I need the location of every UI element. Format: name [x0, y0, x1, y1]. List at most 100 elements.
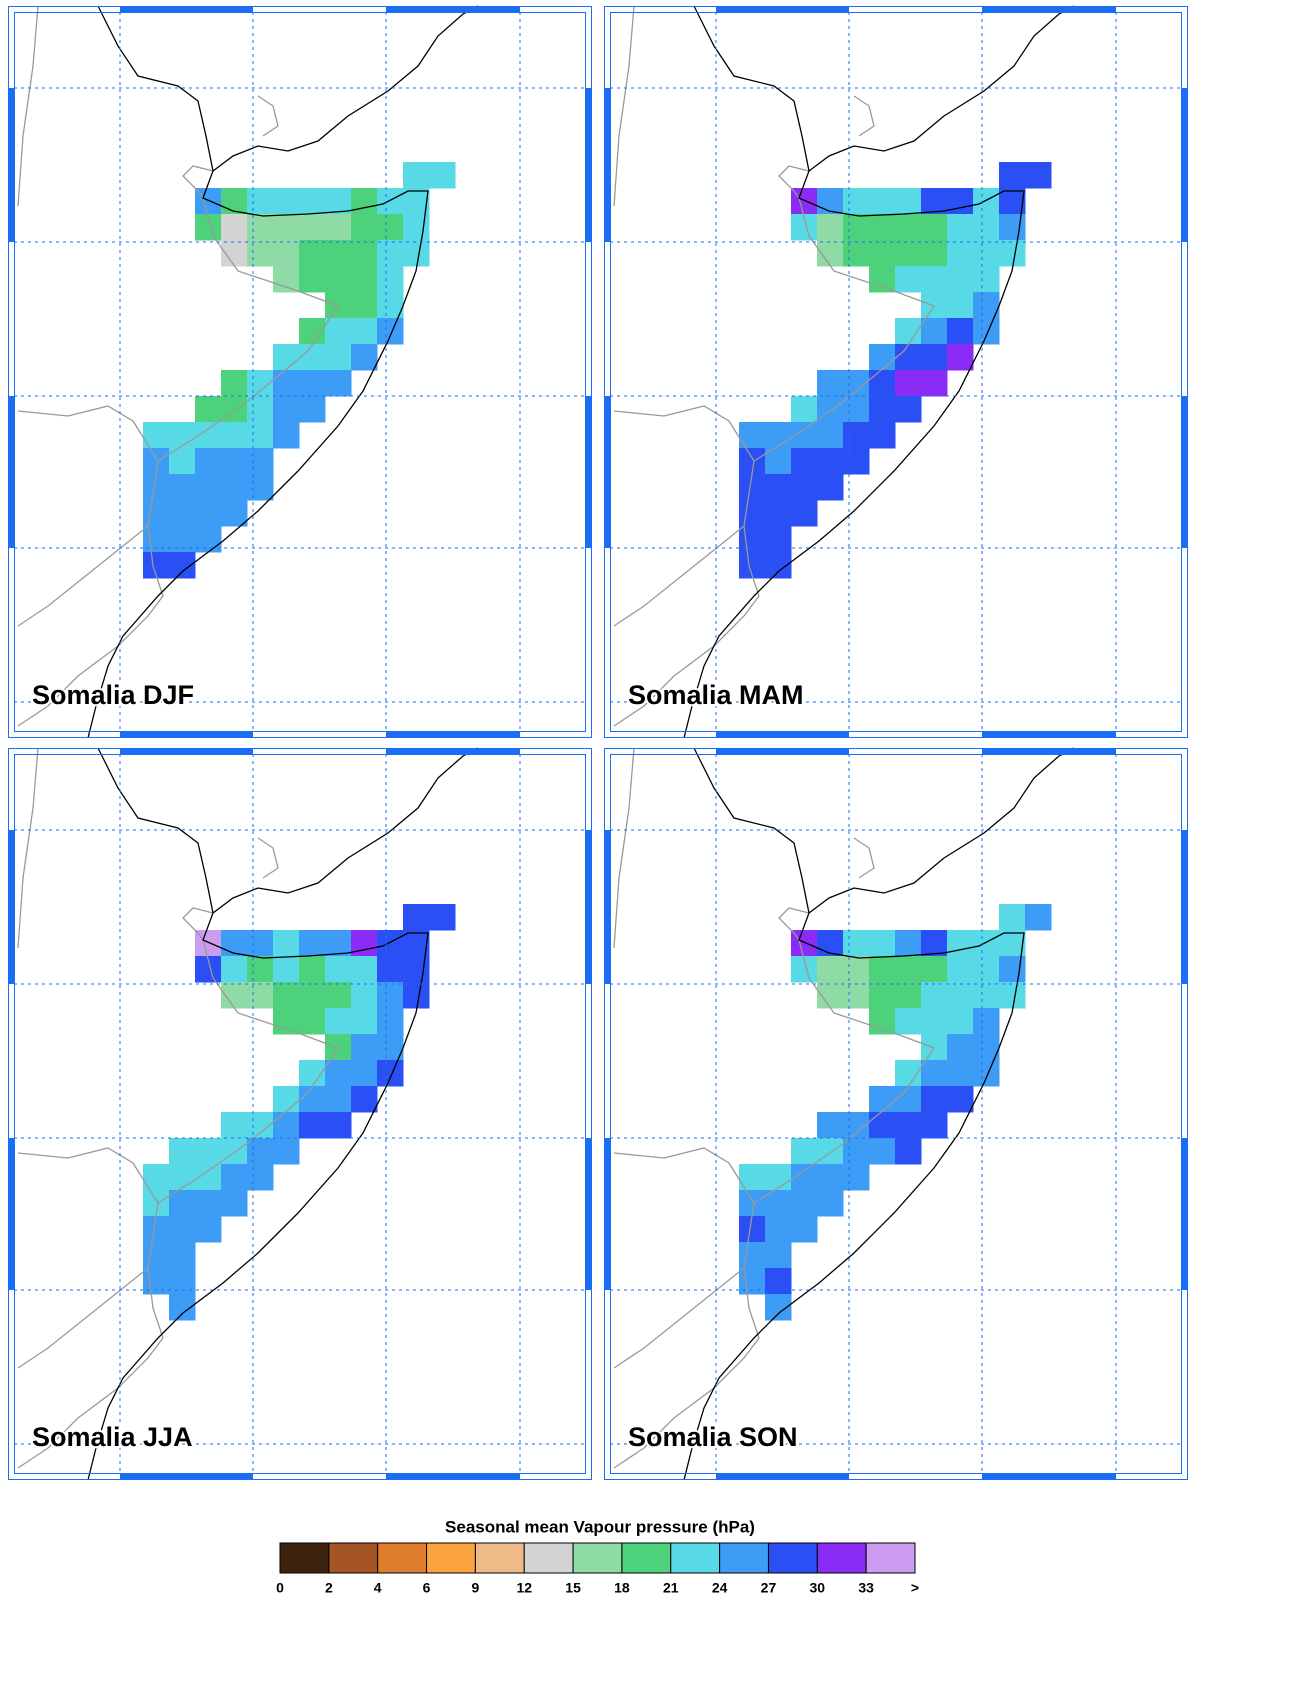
grid-cell [325, 188, 352, 215]
grid-cell [221, 956, 248, 983]
grid-cell [1025, 904, 1052, 931]
colorbar-label: > [911, 1580, 919, 1596]
country-border [182, 907, 214, 941]
frame-bar [982, 6, 1116, 12]
grid-cell [817, 1112, 844, 1139]
colorbar-label: 33 [858, 1580, 874, 1596]
frame-bar [716, 748, 849, 754]
colorbar-box [279, 1542, 330, 1574]
frame-bar [8, 88, 14, 242]
grid-cell [817, 474, 844, 501]
grid-cell [921, 266, 948, 293]
grid-cell [169, 1190, 196, 1217]
grid-cell [843, 1164, 870, 1191]
country-border [17, 1387, 119, 1469]
grid-cell [325, 930, 352, 957]
colorbar-label: 15 [565, 1580, 581, 1596]
grid-cell [377, 188, 404, 215]
grid-cell [921, 344, 948, 371]
grid-cell [247, 982, 274, 1009]
frame-bar [586, 396, 592, 548]
grid-cell [403, 982, 430, 1009]
grid-cell [973, 318, 1000, 345]
coastline [808, 5, 1075, 172]
colorbar-box [670, 1542, 721, 1574]
grid-cell [973, 1008, 1000, 1035]
country-border [17, 1267, 149, 1369]
grid-cell [221, 448, 248, 475]
grid-cell [791, 1190, 818, 1217]
country-border [182, 165, 214, 199]
grid-cell [169, 422, 196, 449]
grid-cell [895, 1112, 922, 1139]
grid-cell [221, 1190, 248, 1217]
grid-cell [895, 1138, 922, 1165]
country-border [613, 1387, 715, 1469]
grid-cell [325, 1060, 352, 1087]
grid-cell [299, 344, 326, 371]
grid-cell [403, 214, 430, 241]
grid-cell [195, 448, 222, 475]
grid-cell [739, 474, 766, 501]
frame-bar [586, 1138, 592, 1290]
grid-cell [299, 1112, 326, 1139]
grid-cell [403, 240, 430, 267]
country-border [613, 405, 755, 462]
colorbar-label: 18 [614, 1580, 630, 1596]
grid-cell [921, 1086, 948, 1113]
frame-bar [1182, 396, 1188, 548]
grid-cell [843, 422, 870, 449]
grid-cell [895, 956, 922, 983]
grid-cell [169, 474, 196, 501]
country-border [853, 95, 875, 137]
grid-cell [947, 1008, 974, 1035]
grid-cell [947, 956, 974, 983]
grid-cell [325, 1086, 352, 1113]
country-border [613, 747, 635, 949]
grid-cell [765, 1190, 792, 1217]
grid-cell [739, 526, 766, 553]
country-border [17, 405, 159, 462]
grid-cell [247, 188, 274, 215]
colorbar-title: Seasonal mean Vapour pressure (hPa) [445, 1517, 755, 1536]
grid-cell [377, 266, 404, 293]
grid-cell [947, 318, 974, 345]
grid-cell [325, 214, 352, 241]
grid-cell [921, 240, 948, 267]
colorbar-box [328, 1542, 379, 1574]
grid-cell [273, 396, 300, 423]
grid-cell [351, 982, 378, 1009]
grid-cell [947, 982, 974, 1009]
frame-bar [120, 748, 253, 754]
grid-cell [895, 188, 922, 215]
grid-cell [351, 214, 378, 241]
frame-bar [982, 748, 1116, 754]
frame-bar [604, 396, 610, 548]
grid-cell [221, 370, 248, 397]
map-panel: Somalia SON [604, 747, 1188, 1481]
grid-cell [765, 1216, 792, 1243]
grid-cell [299, 188, 326, 215]
colorbar-label: 9 [471, 1580, 479, 1596]
grid-cell [351, 1008, 378, 1035]
grid-cell [273, 1008, 300, 1035]
grid-cell [921, 188, 948, 215]
grid-cell [791, 474, 818, 501]
grid-cell [221, 396, 248, 423]
grid-cell [817, 370, 844, 397]
country-border [713, 939, 935, 1389]
grid-cell [325, 1034, 352, 1061]
coastline [683, 747, 1025, 1481]
grid-cell [973, 982, 1000, 1009]
frame-bar [8, 1138, 14, 1290]
grid-cell [869, 266, 896, 293]
colorbar-box [719, 1542, 769, 1574]
grid-cell [947, 1086, 974, 1113]
grid-cell [817, 1190, 844, 1217]
grid-cell [247, 474, 274, 501]
frame-bar [386, 748, 520, 754]
grid-cell [895, 344, 922, 371]
grid-cell [143, 1216, 170, 1243]
